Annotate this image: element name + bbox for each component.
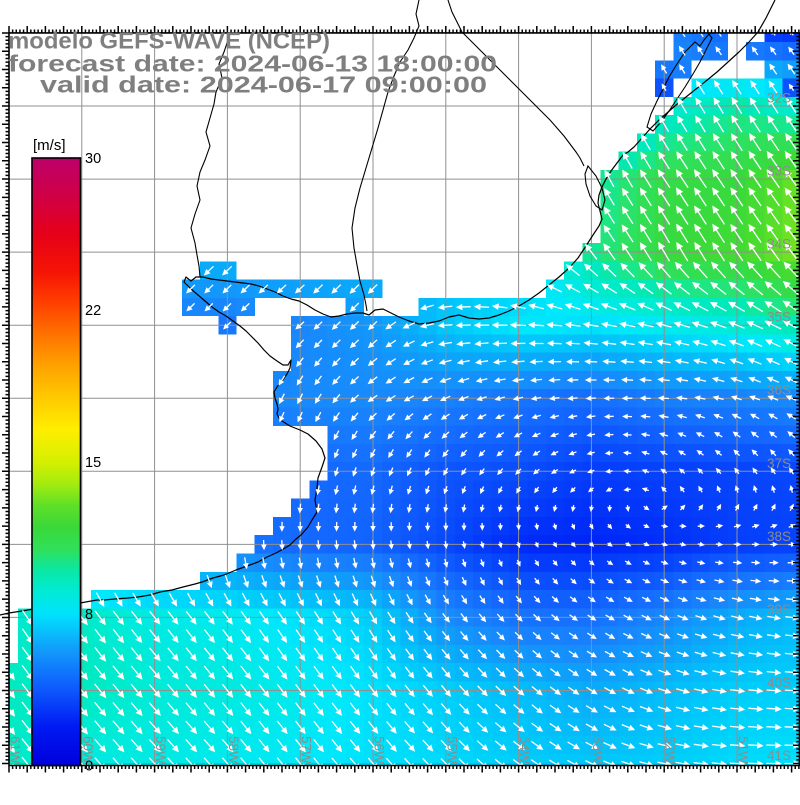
svg-text:37S: 37S xyxy=(767,456,791,471)
svg-text:38S: 38S xyxy=(767,529,791,544)
svg-text:35S: 35S xyxy=(767,310,791,325)
svg-text:52W: 52W xyxy=(663,736,678,764)
svg-text:8: 8 xyxy=(85,607,93,623)
svg-text:59W: 59W xyxy=(153,736,168,764)
svg-text:54W: 54W xyxy=(517,736,532,764)
svg-text:[m/s]: [m/s] xyxy=(33,137,66,154)
svg-text:51W: 51W xyxy=(736,736,751,764)
svg-text:41S: 41S xyxy=(767,748,791,763)
svg-text:15: 15 xyxy=(85,455,101,471)
svg-text:22: 22 xyxy=(85,303,101,319)
svg-text:55W: 55W xyxy=(444,736,459,764)
svg-text:53W: 53W xyxy=(590,736,605,764)
svg-text:32S: 32S xyxy=(767,91,791,106)
svg-text:33S: 33S xyxy=(767,164,791,179)
svg-text:0: 0 xyxy=(85,759,93,775)
svg-text:34S: 34S xyxy=(767,237,791,252)
svg-text:30: 30 xyxy=(85,151,101,167)
svg-text:valid date: 2024-06-17 09:00:0: valid date: 2024-06-17 09:00:00 xyxy=(40,72,487,98)
svg-text:36S: 36S xyxy=(767,383,791,398)
svg-text:39S: 39S xyxy=(767,602,791,617)
svg-text:57W: 57W xyxy=(299,736,314,764)
svg-text:40S: 40S xyxy=(767,675,791,690)
svg-text:56W: 56W xyxy=(372,736,387,764)
svg-text:58W: 58W xyxy=(226,736,241,764)
